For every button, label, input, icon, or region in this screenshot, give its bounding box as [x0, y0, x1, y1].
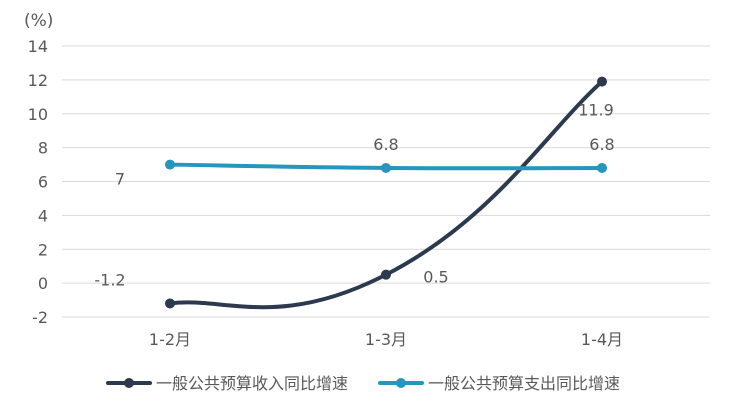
data-label: 7: [115, 170, 125, 189]
data-label: -1.2: [94, 270, 125, 289]
legend-label: 一般公共预算收入同比增速: [156, 374, 348, 393]
series-group: [165, 76, 607, 310]
y-axis-ticks: -2 0 2 4 6 8 10 12 14: [28, 37, 48, 327]
y-tick-label: 0: [38, 274, 48, 293]
legend-swatch-marker: [124, 378, 134, 388]
x-tick-label: 1-3月: [365, 330, 407, 349]
data-point: [597, 162, 607, 173]
legend-label: 一般公共预算支出同比增速: [428, 374, 620, 393]
y-tick-label: -2: [32, 308, 48, 327]
x-tick-label: 1-4月: [581, 330, 623, 349]
data-label: 6.8: [373, 135, 398, 154]
data-point: [381, 269, 391, 280]
data-label: 11.9: [578, 101, 614, 120]
x-axis-ticks: 1-2月 1-3月 1-4月: [149, 330, 623, 349]
y-axis-unit-label: (%): [24, 11, 53, 31]
y-tick-label: 14: [28, 37, 48, 56]
data-labels: -1.2 0.5 11.9 7 6.8 6.8: [94, 101, 614, 290]
data-point: [381, 162, 391, 173]
legend: 一般公共预算收入同比增速 一般公共预算支出同比增速: [106, 374, 620, 393]
x-tick-label: 1-2月: [149, 330, 191, 349]
y-tick-label: 2: [38, 240, 48, 259]
gridlines: [62, 45, 710, 318]
y-tick-label: 8: [38, 139, 48, 158]
y-tick-label: 6: [38, 173, 48, 192]
data-point: [165, 298, 175, 309]
data-point: [165, 159, 175, 170]
y-tick-label: 4: [38, 206, 48, 225]
data-label: 6.8: [589, 135, 614, 154]
y-tick-label: 10: [28, 105, 48, 124]
data-label: 0.5: [423, 268, 448, 287]
legend-swatch-marker: [396, 378, 406, 388]
y-tick-label: 12: [28, 71, 48, 90]
data-point: [597, 76, 607, 87]
